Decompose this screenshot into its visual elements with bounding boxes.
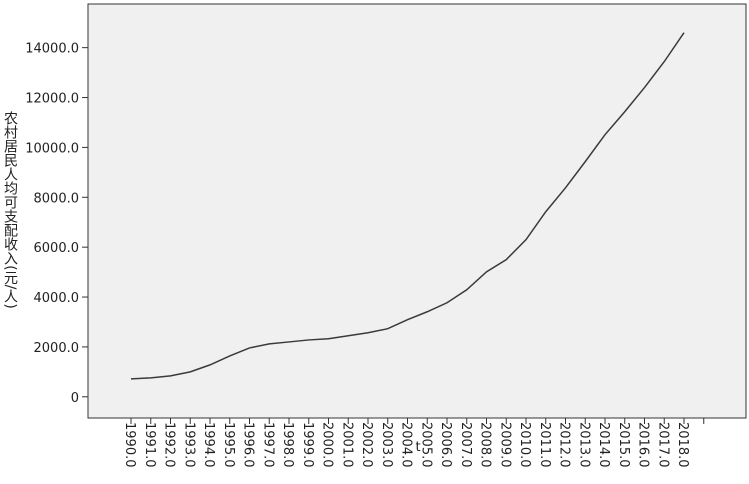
- y-tick-label: 6000.0: [34, 241, 80, 256]
- x-tick-label: 1994.0: [201, 422, 216, 468]
- x-tick-label: 2016.0: [636, 422, 651, 468]
- x-tick-label: 2017.0: [655, 422, 670, 468]
- x-tick-label: 1995.0: [221, 422, 236, 468]
- x-tick-label: 2006.0: [438, 422, 453, 468]
- x-tick-label: 1998.0: [280, 422, 295, 468]
- y-axis-label: 农村居民人均可支配收入(元/人): [2, 111, 18, 309]
- y-tick-label: 0: [71, 391, 79, 406]
- x-tick-label: 2015.0: [616, 422, 631, 468]
- x-tick-label: 1993.0: [181, 422, 196, 468]
- x-tick-label: 2018.0: [675, 422, 690, 468]
- x-tick-label: 2005.0: [418, 422, 433, 468]
- x-tick-label: 2000.0: [320, 422, 335, 468]
- data-line: [130, 32, 685, 380]
- x-tick-label: 2012.0: [557, 422, 572, 468]
- x-tick-label: 1997.0: [260, 422, 275, 468]
- y-tick-label: 10000.0: [25, 141, 79, 156]
- x-tick-label: 2003.0: [379, 422, 394, 468]
- x-tick-label: 2001.0: [339, 422, 354, 468]
- x-tick-label: 1999.0: [300, 422, 315, 468]
- y-tick-label: 12000.0: [25, 92, 79, 107]
- y-tick-label: 2000.0: [34, 341, 80, 356]
- x-tick-label: 2010.0: [517, 422, 532, 468]
- x-tick-label: 2007.0: [458, 422, 473, 468]
- x-axis-label: t: [415, 440, 420, 455]
- x-tick-label: 1996.0: [241, 422, 256, 468]
- x-tick-label: 2002.0: [359, 422, 374, 468]
- x-tick-label: 1991.0: [142, 422, 157, 468]
- plot-area: [87, 3, 747, 419]
- y-tick-label: 4000.0: [34, 291, 80, 306]
- y-tick-label: 8000.0: [34, 191, 80, 206]
- x-tick-label: 2009.0: [497, 422, 512, 468]
- x-tick-label: 2004.0: [399, 422, 414, 468]
- x-tick-label: 1992.0: [162, 422, 177, 468]
- x-tick-label: 1990.0: [122, 422, 137, 468]
- x-tick-label: 2011.0: [537, 422, 552, 468]
- x-tick-label: 2014.0: [596, 422, 611, 468]
- x-tick-label: 2013.0: [576, 422, 591, 468]
- y-tick-label: 14000.0: [25, 42, 79, 57]
- x-tick-label: 2008.0: [478, 422, 493, 468]
